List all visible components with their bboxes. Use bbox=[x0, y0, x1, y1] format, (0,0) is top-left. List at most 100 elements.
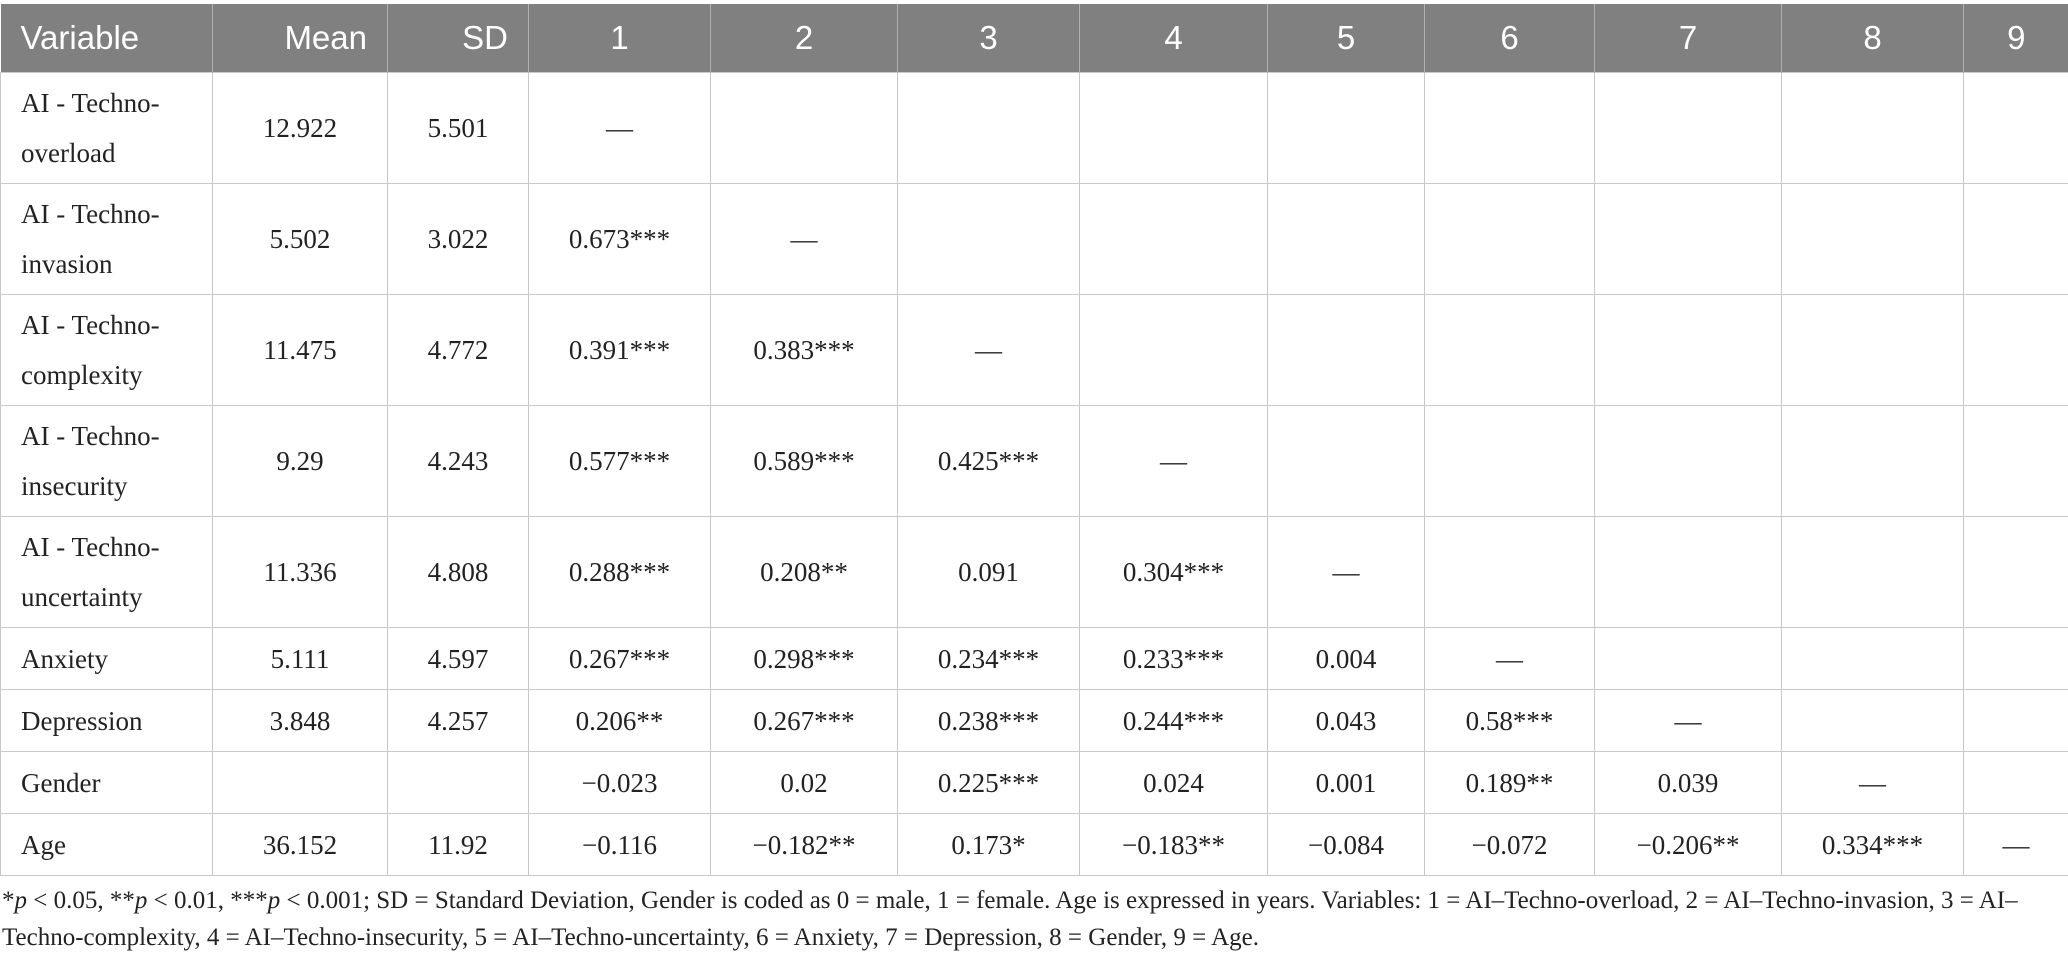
table-row: AI - Techno-invasion 5.502 3.022 0.673*** — bbox=[0, 183, 2068, 295]
header-col-9: 9 bbox=[1963, 4, 2068, 73]
row-cell-7 bbox=[1594, 516, 1782, 628]
footnote-text-3: < 0.001; SD = Standard Deviation, Gender… bbox=[2, 887, 2018, 951]
row-cell-2: 0.208** bbox=[710, 516, 898, 628]
footnote-lead: * bbox=[2, 887, 15, 914]
row-cell-5 bbox=[1267, 72, 1425, 184]
row-mean: 5.502 bbox=[212, 183, 388, 295]
row-cell-6 bbox=[1424, 294, 1595, 406]
row-cell-6 bbox=[1424, 183, 1595, 295]
row-cell-9 bbox=[1963, 751, 2068, 814]
row-cell-1: −0.116 bbox=[528, 813, 711, 876]
row-cell-5 bbox=[1267, 294, 1425, 406]
row-cell-1: 0.206** bbox=[528, 689, 711, 752]
row-cell-9 bbox=[1963, 294, 2068, 406]
header-sd: SD bbox=[387, 4, 529, 73]
row-cell-8 bbox=[1781, 516, 1964, 628]
row-cell-4: 0.233*** bbox=[1079, 627, 1268, 690]
row-cell-2: 0.589*** bbox=[710, 405, 898, 517]
table-row: AI - Techno-uncertainty 11.336 4.808 0.288*… bbox=[0, 516, 2068, 628]
row-cell-5: — bbox=[1267, 516, 1425, 628]
row-cell-3 bbox=[897, 183, 1080, 295]
row-cell-3: 0.238*** bbox=[897, 689, 1080, 752]
header-col-7: 7 bbox=[1594, 4, 1782, 73]
row-cell-3: 0.173* bbox=[897, 813, 1080, 876]
row-sd: 4.243 bbox=[387, 405, 529, 517]
row-cell-8 bbox=[1781, 294, 1964, 406]
row-cell-2: 0.267*** bbox=[710, 689, 898, 752]
table-row: Depression 3.848 4.257 0.206** 0.267*** 0.238… bbox=[0, 689, 2068, 752]
row-cell-7 bbox=[1594, 627, 1782, 690]
row-variable: AI - Techno-complexity bbox=[0, 294, 213, 406]
row-mean: 5.111 bbox=[212, 627, 388, 690]
row-sd: 4.808 bbox=[387, 516, 529, 628]
row-cell-3: 0.091 bbox=[897, 516, 1080, 628]
header-col-2: 2 bbox=[710, 4, 898, 73]
row-cell-1: −0.023 bbox=[528, 751, 711, 814]
footnote-p-1: p bbox=[14, 887, 28, 914]
row-cell-8: — bbox=[1781, 751, 1964, 814]
row-cell-6: — bbox=[1424, 627, 1595, 690]
row-cell-7: — bbox=[1594, 689, 1782, 752]
row-cell-3: 0.234*** bbox=[897, 627, 1080, 690]
header-col-6: 6 bbox=[1424, 4, 1595, 73]
row-variable: AI - Techno-uncertainty bbox=[0, 516, 213, 628]
row-cell-9 bbox=[1963, 183, 2068, 295]
header-mean: Mean bbox=[212, 4, 388, 73]
row-mean: 11.336 bbox=[212, 516, 388, 628]
row-cell-5: −0.084 bbox=[1267, 813, 1425, 876]
row-cell-1: 0.577*** bbox=[528, 405, 711, 517]
row-cell-8 bbox=[1781, 689, 1964, 752]
header-col-1: 1 bbox=[528, 4, 711, 73]
row-cell-8 bbox=[1781, 405, 1964, 517]
row-variable: Depression bbox=[0, 689, 213, 752]
header-col-8: 8 bbox=[1781, 4, 1964, 73]
table-row: AI - Techno-insecurity 9.29 4.243 0.577*** 0… bbox=[0, 405, 2068, 517]
row-cell-1: 0.673*** bbox=[528, 183, 711, 295]
table-row: Anxiety 5.111 4.597 0.267*** 0.298*** 0.234**… bbox=[0, 627, 2068, 690]
row-cell-5 bbox=[1267, 183, 1425, 295]
row-cell-5: 0.004 bbox=[1267, 627, 1425, 690]
row-cell-7 bbox=[1594, 294, 1782, 406]
row-cell-4: 0.024 bbox=[1079, 751, 1268, 814]
header-col-5: 5 bbox=[1267, 4, 1425, 73]
row-cell-7 bbox=[1594, 183, 1782, 295]
header-variable: Variable bbox=[0, 4, 213, 73]
row-mean: 9.29 bbox=[212, 405, 388, 517]
row-cell-2 bbox=[710, 72, 898, 184]
footnote-text-2: < 0.01, *** bbox=[147, 887, 268, 914]
row-cell-5: 0.001 bbox=[1267, 751, 1425, 814]
table-footnote: *p < 0.05, **p < 0.01, ***p < 0.001; SD … bbox=[2, 882, 2062, 956]
row-cell-5: 0.043 bbox=[1267, 689, 1425, 752]
header-col-3: 3 bbox=[897, 4, 1080, 73]
row-cell-3 bbox=[897, 72, 1080, 184]
row-cell-9 bbox=[1963, 689, 2068, 752]
row-cell-3: 0.425*** bbox=[897, 405, 1080, 517]
row-mean: 3.848 bbox=[212, 689, 388, 752]
footnote-p-2: p bbox=[134, 887, 148, 914]
table-row: Age 36.152 11.92 −0.116 −0.182** 0.173* −0.183… bbox=[0, 813, 2068, 876]
correlation-table-container: Variable Mean SD 1 2 3 4 5 6 7 8 9 AI - … bbox=[0, 4, 2068, 956]
row-sd: 11.92 bbox=[387, 813, 529, 876]
row-cell-1: 0.391*** bbox=[528, 294, 711, 406]
row-cell-8 bbox=[1781, 627, 1964, 690]
row-cell-4: 0.244*** bbox=[1079, 689, 1268, 752]
row-cell-2: −0.182** bbox=[710, 813, 898, 876]
row-cell-4: — bbox=[1079, 405, 1268, 517]
row-cell-1: — bbox=[528, 72, 711, 184]
row-cell-1: 0.288*** bbox=[528, 516, 711, 628]
row-mean: 12.922 bbox=[212, 72, 388, 184]
row-sd: 4.257 bbox=[387, 689, 529, 752]
row-sd: 3.022 bbox=[387, 183, 529, 295]
row-cell-2: 0.298*** bbox=[710, 627, 898, 690]
row-cell-7 bbox=[1594, 72, 1782, 184]
row-cell-4: −0.183** bbox=[1079, 813, 1268, 876]
row-cell-1: 0.267*** bbox=[528, 627, 711, 690]
row-cell-8 bbox=[1781, 183, 1964, 295]
table-row: AI - Techno-overload 12.922 5.501— bbox=[0, 72, 2068, 184]
row-cell-2: 0.383*** bbox=[710, 294, 898, 406]
footnote-p-3: p bbox=[267, 887, 281, 914]
row-sd: 4.772 bbox=[387, 294, 529, 406]
row-cell-8: 0.334*** bbox=[1781, 813, 1964, 876]
row-cell-6: 0.58*** bbox=[1424, 689, 1595, 752]
row-cell-6: −0.072 bbox=[1424, 813, 1595, 876]
